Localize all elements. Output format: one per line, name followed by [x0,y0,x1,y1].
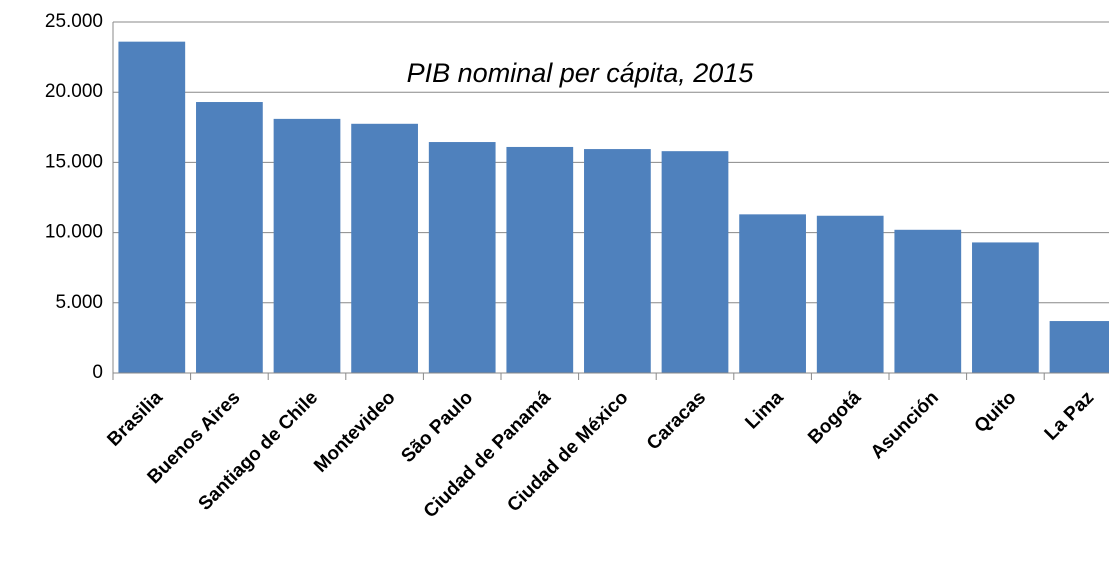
y-tick-label: 25.000 [45,11,103,32]
y-tick-label: 0 [92,362,103,383]
bar [118,41,186,373]
x-tick-label: Caracas [643,387,710,454]
y-tick-label: 5.000 [55,292,103,313]
y-tick-label: 15.000 [45,151,103,172]
bar [351,123,418,373]
chart-title: PIB nominal per cápita, 2015 [407,58,755,88]
x-tick-label: Asunción [867,387,943,463]
x-tick-label: Bogotá [804,387,865,448]
x-tick-label: Lima [741,387,788,434]
bar [739,214,806,373]
x-tick-label: Montevideo [310,387,399,476]
bar [584,149,651,373]
bar [816,215,884,373]
y-tick-label: 20.000 [45,81,103,102]
x-tick-label: Brasilia [103,387,167,451]
bar [661,151,729,373]
bar [428,142,496,373]
bar [972,242,1039,373]
bar [273,118,341,373]
bar [894,229,962,373]
x-tick-label: La Paz [1041,387,1098,444]
bar [1049,321,1109,373]
bar [196,102,263,373]
y-tick-label: 10.000 [45,222,103,243]
x-tick-label: Quito [971,387,1021,437]
x-tick-label: Ciudad de Panamá [420,387,555,522]
x-tick-label: São Paulo [397,387,477,467]
bar [506,146,574,373]
